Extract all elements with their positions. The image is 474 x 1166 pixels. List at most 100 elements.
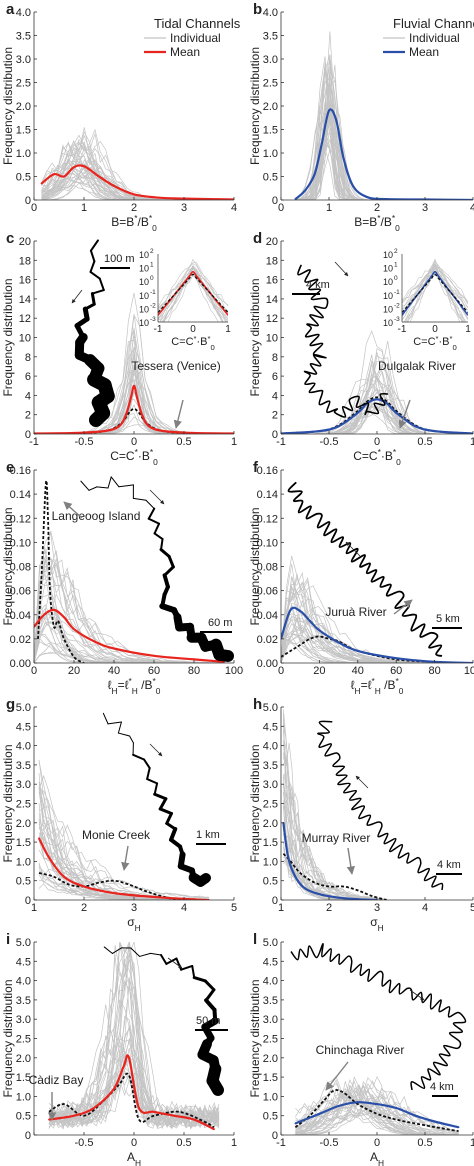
inset-y-tick-label: 10 bbox=[139, 304, 149, 314]
individual-curve bbox=[48, 948, 220, 1127]
mean-point bbox=[73, 166, 75, 169]
flow-arrow bbox=[71, 289, 83, 304]
channel-segment bbox=[91, 289, 105, 295]
mean-point bbox=[213, 1128, 215, 1131]
x-tick-label: 80 bbox=[428, 665, 440, 677]
x-tick-label: 4 bbox=[231, 202, 237, 214]
individual-curve bbox=[281, 410, 473, 434]
y-tick-label: 0.00 bbox=[10, 658, 31, 670]
individual-curve bbox=[48, 1027, 220, 1127]
individual-curve bbox=[41, 148, 234, 200]
individual-curve bbox=[281, 392, 473, 434]
annotation-arrow bbox=[398, 399, 411, 429]
x-tick-label: -0.5 bbox=[320, 1137, 339, 1149]
label-part: 0 bbox=[399, 686, 404, 696]
channel-segment bbox=[117, 732, 131, 737]
channel-planform: 4 km bbox=[317, 720, 462, 891]
panel-d: 4 km-1 -0.5 0 0.5 102468101214161820C=C*·B*0… bbox=[248, 230, 474, 467]
plot-area bbox=[34, 479, 234, 663]
label-part: * bbox=[450, 334, 453, 343]
channel-segment bbox=[80, 480, 90, 491]
mean-point bbox=[356, 411, 359, 414]
channel-segment bbox=[89, 260, 96, 273]
mean-point bbox=[173, 1114, 175, 1117]
label-part: 0 bbox=[152, 223, 157, 233]
x-tick-label: 0 bbox=[131, 436, 137, 448]
x-tick-label: 4 bbox=[422, 902, 428, 914]
mean-point bbox=[294, 198, 297, 200]
y-tick-label: 0.5 bbox=[263, 172, 278, 184]
channel-segment bbox=[110, 476, 120, 488]
channel-segment bbox=[165, 812, 173, 825]
channel-segment bbox=[191, 964, 196, 979]
mean-point bbox=[63, 616, 65, 619]
inset-individual bbox=[158, 258, 228, 308]
y-tick-label: 2.5 bbox=[16, 78, 31, 90]
inset-y-tick-exponent: -2 bbox=[394, 302, 400, 309]
y-tick-label: 1.0 bbox=[16, 148, 31, 160]
channel-planform: 50 m bbox=[103, 946, 228, 1096]
channel-segment bbox=[153, 532, 164, 541]
channel-segment bbox=[165, 957, 178, 965]
panel-h: 4 km 1 2 3 4 5 0 0.5 1.0 1.5 2.0 2.5 3.0 3.5 4.0 4.5 5.0… bbox=[248, 696, 474, 933]
inset-individual bbox=[161, 265, 223, 322]
x-tick-label: 0 bbox=[31, 665, 37, 677]
channel-segment bbox=[204, 998, 217, 1012]
individual-curve bbox=[34, 424, 234, 434]
x-tick-label: 0 bbox=[374, 436, 380, 448]
individual-curve bbox=[281, 354, 473, 434]
y-tick-label: 4 bbox=[25, 390, 31, 402]
y-tick-label: 3.5 bbox=[16, 31, 31, 43]
mean-point bbox=[385, 198, 388, 200]
individual-curve bbox=[295, 69, 473, 200]
example-annotation: Langeoog Island bbox=[52, 501, 140, 523]
legend-title: Fluvial Channels bbox=[393, 16, 474, 31]
channel-segment bbox=[153, 782, 159, 796]
inset-y-tick-label: 10 bbox=[139, 291, 149, 301]
channel-segment bbox=[132, 753, 146, 761]
individual-curve bbox=[34, 369, 234, 434]
legend-label: Individual bbox=[409, 31, 460, 45]
mean-point bbox=[73, 628, 75, 631]
channel-segment bbox=[143, 758, 151, 770]
individual-curve bbox=[41, 168, 234, 200]
inset-y-tick-label: 10 bbox=[139, 318, 149, 328]
mean-point bbox=[48, 1118, 50, 1121]
x-tick-label: 2 bbox=[374, 202, 380, 214]
mean-point bbox=[433, 1120, 436, 1123]
mean-curve bbox=[294, 108, 473, 200]
mean-point bbox=[299, 610, 302, 613]
x-axis-label: ℓH=ℓ*H /B*0 bbox=[351, 676, 404, 696]
individual-curve bbox=[281, 348, 473, 434]
panel-letter: f bbox=[253, 459, 259, 476]
x-tick-label: -0.5 bbox=[75, 436, 94, 448]
individual-curve bbox=[295, 31, 473, 200]
inset-y-tick-label: 10 bbox=[383, 264, 393, 274]
mean-point bbox=[337, 641, 340, 644]
example-channel-curve bbox=[281, 396, 473, 434]
individual-curve bbox=[34, 600, 234, 663]
annotation-arrow bbox=[121, 845, 130, 871]
channel-segment bbox=[180, 964, 194, 971]
example-annotation: Dulgalak River bbox=[378, 359, 456, 429]
x-tick-label: 0 bbox=[31, 202, 37, 214]
y-axis-label: Frequency distribution bbox=[1, 278, 15, 396]
mean-point bbox=[193, 432, 195, 434]
y-tick-label: 0.16 bbox=[257, 465, 278, 477]
inset-x-axis-label: C=C*·B*0 bbox=[413, 334, 457, 352]
channel-planform: 4 km bbox=[290, 942, 467, 1097]
channel-segment bbox=[102, 712, 109, 725]
mean-point bbox=[308, 619, 311, 622]
x-axis-label: AH bbox=[127, 1150, 141, 1166]
y-tick-label: 8 bbox=[272, 352, 278, 364]
label-part: * bbox=[378, 447, 382, 457]
individual-curve bbox=[295, 149, 473, 200]
label-part: H bbox=[375, 686, 381, 696]
mean-point bbox=[133, 193, 135, 196]
y-tick-label: 1.5 bbox=[16, 1072, 31, 1084]
x-tick-label: 40 bbox=[352, 665, 364, 677]
x-tick-label: 1 bbox=[278, 902, 284, 914]
x-tick-label: 60 bbox=[390, 665, 402, 677]
individual-curve bbox=[283, 713, 387, 900]
y-tick-label: 2.0 bbox=[16, 101, 31, 113]
